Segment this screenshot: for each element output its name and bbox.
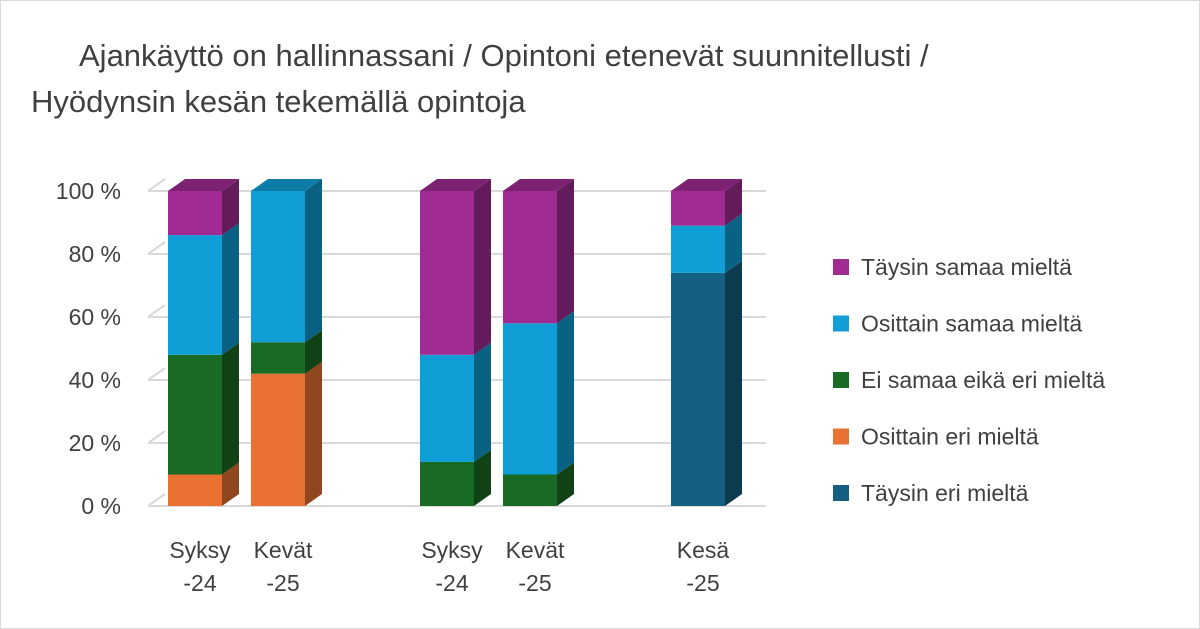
gridline-depth bbox=[147, 304, 166, 318]
legend-label: Täysin samaa mieltä bbox=[861, 254, 1072, 280]
legend: Täysin samaa mieltä Osittain samaa mieltä… bbox=[833, 254, 1105, 506]
bar-segment-side bbox=[222, 179, 239, 236]
bar-segment-side bbox=[474, 179, 491, 355]
bar-segment bbox=[168, 354, 222, 475]
x-tick-label: Syksy bbox=[421, 537, 483, 563]
gridline-depth bbox=[147, 178, 166, 192]
bar-segment-side bbox=[222, 462, 239, 506]
legend-swatch bbox=[833, 372, 849, 388]
bar-segment-side bbox=[305, 179, 322, 343]
x-tick-label: -25 bbox=[518, 570, 551, 596]
bar-segment-top bbox=[503, 179, 574, 191]
bar-segment bbox=[503, 191, 557, 324]
legend-swatch bbox=[833, 485, 849, 501]
legend-swatch bbox=[833, 428, 849, 445]
y-tick-label: 100 % bbox=[56, 178, 121, 204]
gridline-depth bbox=[147, 241, 166, 255]
bar-stack bbox=[168, 179, 239, 506]
y-tick-label: 0 % bbox=[81, 493, 121, 519]
bar-segment bbox=[420, 191, 474, 355]
bar-segment bbox=[168, 474, 222, 506]
bar-stack bbox=[420, 179, 491, 506]
x-tick-label: -25 bbox=[266, 570, 299, 596]
bar-segment-side bbox=[222, 342, 239, 475]
bar-stack bbox=[503, 179, 574, 506]
bar-segment bbox=[251, 191, 305, 343]
legend-label: Täysin eri mieltä bbox=[861, 480, 1029, 506]
bar-segment-side bbox=[557, 179, 574, 324]
bar-segment-side bbox=[725, 179, 742, 226]
bar-segment bbox=[503, 323, 557, 475]
y-tick-label: 20 % bbox=[69, 430, 121, 456]
bar-segment bbox=[251, 373, 305, 506]
bar-segment bbox=[671, 225, 725, 273]
bar-segment bbox=[420, 354, 474, 462]
y-tick-label: 40 % bbox=[69, 367, 121, 393]
y-tick-label: 80 % bbox=[69, 241, 121, 267]
bar-segment-side bbox=[474, 449, 491, 506]
x-tick-label: Syksy bbox=[169, 537, 231, 563]
bar-segment-side bbox=[725, 213, 742, 273]
x-tick-label: Kevät bbox=[506, 537, 565, 563]
bar-segment-side bbox=[557, 462, 574, 506]
x-tick-label: Kesä bbox=[677, 537, 730, 563]
bar-segment bbox=[671, 191, 725, 226]
bar-segment bbox=[420, 461, 474, 506]
bar-segment bbox=[168, 191, 222, 236]
bar-segment-side bbox=[305, 330, 322, 374]
bar-segment-side bbox=[557, 311, 574, 475]
bar-segment-side bbox=[725, 260, 742, 506]
gridline-depth bbox=[147, 430, 166, 444]
bar-segment bbox=[503, 474, 557, 506]
bar-segment-top bbox=[168, 179, 239, 191]
bar-segment-side bbox=[222, 223, 239, 355]
bar-segment bbox=[671, 272, 725, 506]
x-tick-label: Kevät bbox=[254, 537, 313, 563]
bar-segment-top bbox=[671, 179, 742, 191]
bar-segment bbox=[251, 342, 305, 374]
legend-label: Ei samaa eikä eri mieltä bbox=[861, 367, 1105, 393]
bar-stack bbox=[671, 179, 742, 506]
y-tick-label: 60 % bbox=[69, 304, 121, 330]
gridline-depth bbox=[147, 367, 166, 381]
chart-title: Ajankäyttö on hallinnassani / Opintoni e… bbox=[31, 38, 929, 119]
bar-segment-top bbox=[420, 179, 491, 191]
x-tick-label: -25 bbox=[686, 570, 719, 596]
bar-segment-side bbox=[305, 361, 322, 506]
x-tick-label: -24 bbox=[183, 570, 216, 596]
bar-stack bbox=[251, 179, 322, 506]
x-tick-label: -24 bbox=[435, 570, 468, 596]
legend-swatch bbox=[833, 259, 849, 275]
bar-segment-top bbox=[251, 179, 322, 191]
bar-segment-side bbox=[474, 342, 491, 462]
legend-label: Osittain eri mieltä bbox=[861, 424, 1039, 450]
legend-swatch bbox=[833, 315, 849, 332]
gridline-depth bbox=[147, 493, 166, 507]
bar-segment bbox=[168, 235, 222, 355]
legend-label: Osittain samaa mieltä bbox=[861, 311, 1082, 337]
